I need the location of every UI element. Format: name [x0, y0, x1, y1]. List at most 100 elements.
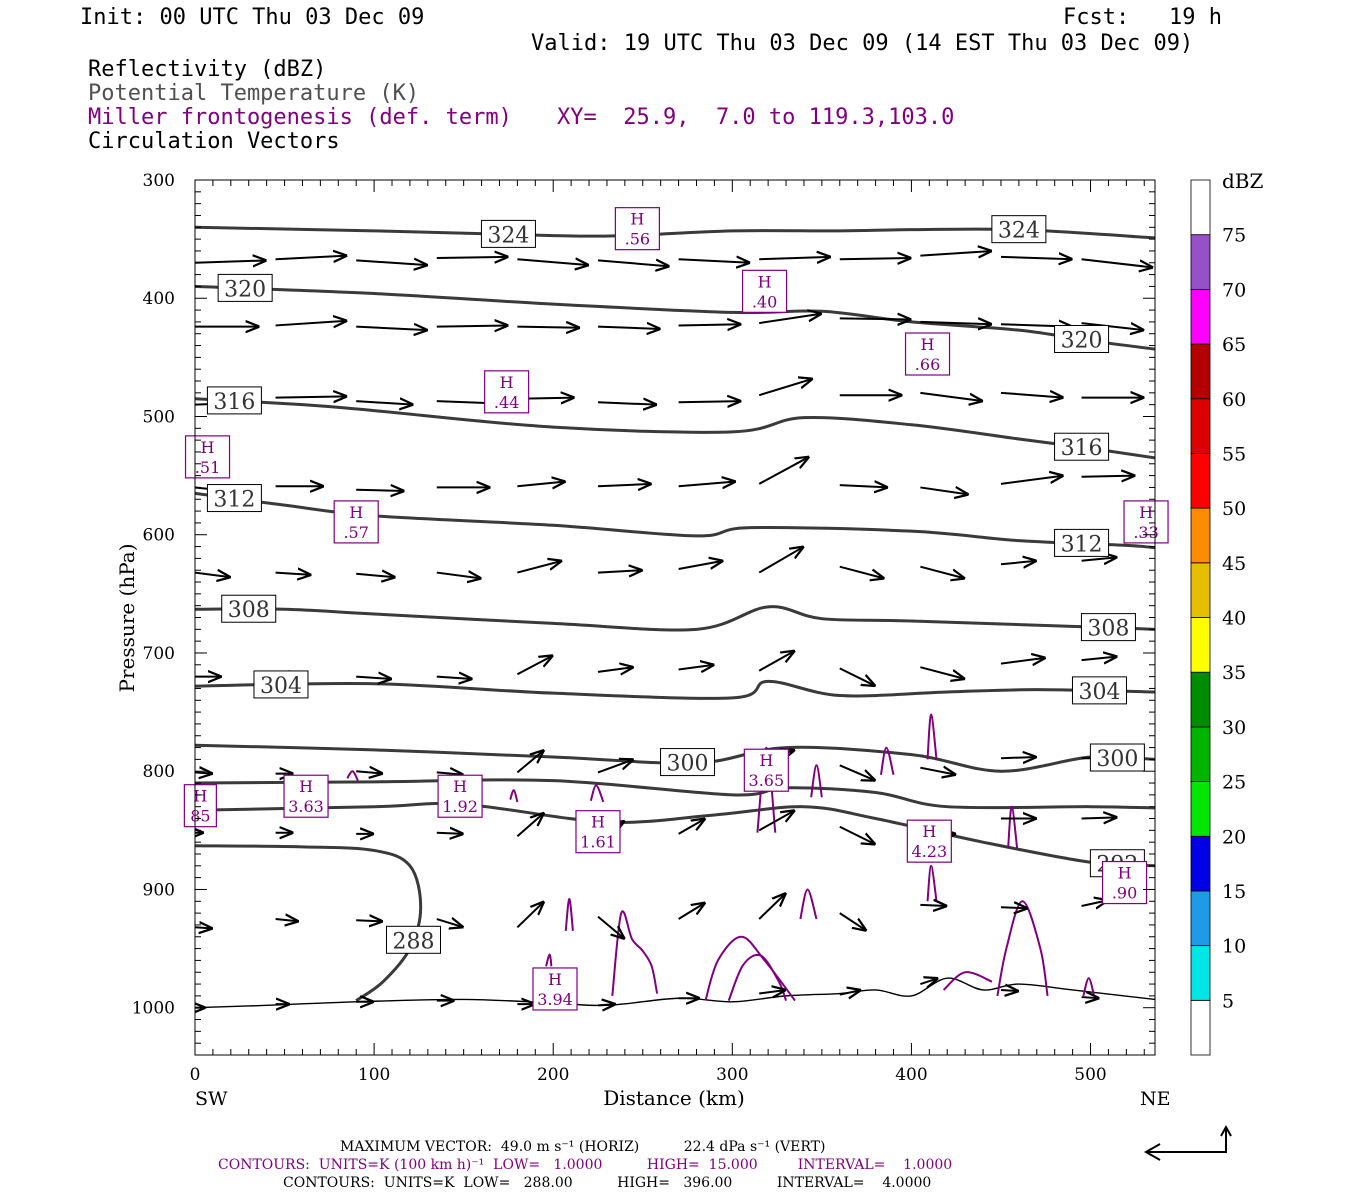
fronto-contour — [564, 897, 574, 931]
colorbar-level-label: 65 — [1222, 334, 1246, 356]
colorbar-swatch — [1190, 234, 1211, 290]
fronto-maximum-box — [741, 269, 788, 313]
theta-label-box — [253, 670, 309, 699]
field-circulation-vectors: Circulation Vectors — [88, 129, 340, 154]
circulation-vector — [195, 573, 231, 578]
fronto-maximum-box — [1101, 860, 1148, 905]
footer-theta-contours: CONTOURS: UNITS=K LOW= 288.00 HIGH= 396.… — [283, 1175, 932, 1191]
fronto-contour — [346, 770, 359, 782]
x-tick-label: 0 — [190, 1065, 201, 1085]
fronto-maximum-box — [184, 435, 231, 479]
colorbar-level-label: 15 — [1222, 881, 1246, 903]
circulation-vector — [920, 322, 992, 324]
circulation-vector — [436, 677, 473, 679]
colorbar-level-label: 5 — [1222, 990, 1234, 1012]
fronto-maximum-marker: H — [453, 777, 467, 796]
fronto-maximum-value: 85 — [190, 807, 210, 826]
colorbar-swatch — [1190, 671, 1211, 728]
circulation-vector — [597, 570, 643, 572]
colorbar-swatch — [1190, 179, 1211, 236]
circulation-vector — [275, 396, 348, 397]
circulation-vector — [678, 482, 736, 487]
fronto-maximum-marker: H — [349, 503, 363, 522]
circulation-vector — [678, 902, 706, 920]
x-axis-label: Distance (km) — [603, 1086, 745, 1110]
colorbar-swatch — [1190, 398, 1211, 454]
fronto-maximum-box — [484, 370, 530, 414]
fronto-maximum-value: .57 — [343, 523, 368, 542]
fronto-maximum-marker: H — [299, 777, 313, 796]
circulation-vector — [275, 573, 312, 575]
fronto-maximum-box — [614, 207, 660, 251]
circulation-vector — [1081, 657, 1118, 661]
colorbar-level-label: 40 — [1222, 608, 1246, 630]
fronto-maximum-marker: H — [591, 813, 605, 832]
fronto-maximum-value: 3.94 — [537, 990, 573, 1009]
colorbar-level-label: 45 — [1222, 553, 1246, 575]
valid-time: Valid: 19 UTC Thu 03 Dec 09 (14 EST Thu … — [531, 31, 1194, 56]
circulation-vector — [195, 772, 213, 773]
colorbar-swatch — [1190, 835, 1211, 892]
fronto-contour — [926, 713, 938, 760]
circulation-vector — [516, 901, 544, 929]
field-frontogenesis: Miller frontogenesis (def. term) — [88, 105, 512, 130]
theta-label-box — [1080, 613, 1136, 642]
circulation-vector — [436, 772, 464, 774]
circulation-vector — [839, 318, 912, 319]
reference-vector-icon — [1143, 1124, 1232, 1161]
fronto-maximum-marker: H — [548, 970, 562, 989]
circulation-vector — [678, 561, 724, 571]
circulation-vector — [195, 260, 267, 262]
colorbar-swatch — [1190, 507, 1211, 564]
fronto-maximum-box — [575, 810, 621, 854]
colorbar-level-label: 75 — [1222, 225, 1246, 247]
circulation-vector — [517, 482, 565, 487]
circulation-vector — [839, 485, 888, 487]
circulation-vector — [920, 251, 992, 256]
circulation-vector — [597, 484, 652, 486]
terrain-line — [195, 977, 1155, 1009]
fronto-contour — [1007, 805, 1019, 849]
circulation-vector — [356, 490, 404, 491]
fronto-maximum-value: 1.92 — [442, 797, 478, 816]
colorbar-level-label: 35 — [1222, 662, 1246, 684]
circulation-vector — [678, 324, 742, 325]
circulation-vector — [839, 565, 885, 579]
circulation-vector — [1000, 757, 1037, 758]
y-tick-label: 900 — [143, 880, 175, 900]
fronto-maximum-value: 1.61 — [580, 833, 616, 852]
circulation-vector — [356, 327, 428, 331]
circulation-vector — [597, 402, 657, 404]
circulation-vector — [436, 257, 509, 258]
circulation-vector — [275, 321, 348, 326]
circulation-vector — [839, 990, 861, 995]
circulation-vector — [597, 260, 670, 266]
footer-fronto-contours: CONTOURS: UNITS=K (100 km h)⁻¹ LOW= 1.00… — [218, 1157, 953, 1173]
theta-contour-label: 320 — [224, 277, 266, 302]
theta-contour-296 — [195, 778, 1155, 810]
circulation-vector — [1081, 258, 1154, 267]
fronto-maximum-box — [333, 500, 379, 544]
circulation-vector — [597, 1004, 616, 1005]
circulation-vector — [516, 655, 553, 676]
circulation-vector — [517, 327, 580, 328]
colorbar-swatch — [1190, 453, 1211, 509]
circulation-vector — [1000, 476, 1064, 485]
fronto-contour — [589, 784, 605, 803]
colorbar-swatch — [1190, 288, 1211, 345]
circulation-vector — [1081, 997, 1100, 998]
circulation-vector — [597, 915, 625, 939]
y-tick-label: 500 — [143, 407, 175, 427]
theta-label-box — [386, 925, 442, 954]
circulation-vector — [597, 327, 661, 329]
colorbar-swatch — [1190, 999, 1211, 1056]
fronto-contour — [756, 746, 777, 833]
colorbar-level-label: 50 — [1222, 498, 1246, 520]
circulation-vector — [436, 325, 509, 326]
fronto-maximum-box — [183, 784, 217, 828]
circulation-vector — [1000, 393, 1064, 398]
circulation-vector — [758, 810, 795, 832]
theta-label-box — [660, 748, 716, 777]
circulation-vector — [758, 379, 813, 397]
y-tick-label: 600 — [143, 526, 175, 546]
